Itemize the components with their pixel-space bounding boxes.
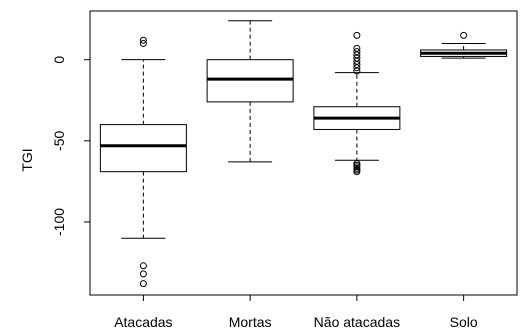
outlier-point bbox=[353, 31, 361, 39]
outlier-point bbox=[139, 36, 147, 44]
box-3 bbox=[420, 31, 508, 59]
outlier-point bbox=[139, 280, 147, 288]
x-tick-label: Mortas bbox=[229, 314, 272, 330]
y-axis: 0 -50 -100 bbox=[51, 56, 90, 236]
x-axis: Atacadas Mortas Não atacadas Solo bbox=[114, 295, 478, 330]
box-0 bbox=[99, 36, 187, 288]
plot-frame bbox=[89, 10, 518, 296]
outlier-point bbox=[139, 39, 147, 47]
box-iqr bbox=[99, 124, 187, 173]
outlier-point bbox=[353, 168, 361, 176]
x-tick-label: Não atacadas bbox=[314, 314, 400, 330]
boxes-group bbox=[99, 20, 508, 288]
y-tick-label: -50 bbox=[51, 130, 67, 150]
outlier-point bbox=[353, 67, 361, 75]
outlier-point bbox=[353, 64, 361, 72]
x-tick-label: Solo bbox=[450, 314, 478, 330]
outlier-point bbox=[139, 270, 147, 278]
outlier-point bbox=[460, 31, 468, 39]
box-2 bbox=[313, 31, 401, 176]
outlier-point bbox=[139, 262, 147, 270]
y-tick-label: -100 bbox=[51, 208, 67, 236]
x-tick-label: Atacadas bbox=[114, 314, 172, 330]
y-tick-label: 0 bbox=[51, 56, 67, 64]
box-1 bbox=[206, 20, 294, 163]
y-axis-title: TGI bbox=[19, 148, 35, 171]
box-iqr bbox=[206, 59, 294, 103]
